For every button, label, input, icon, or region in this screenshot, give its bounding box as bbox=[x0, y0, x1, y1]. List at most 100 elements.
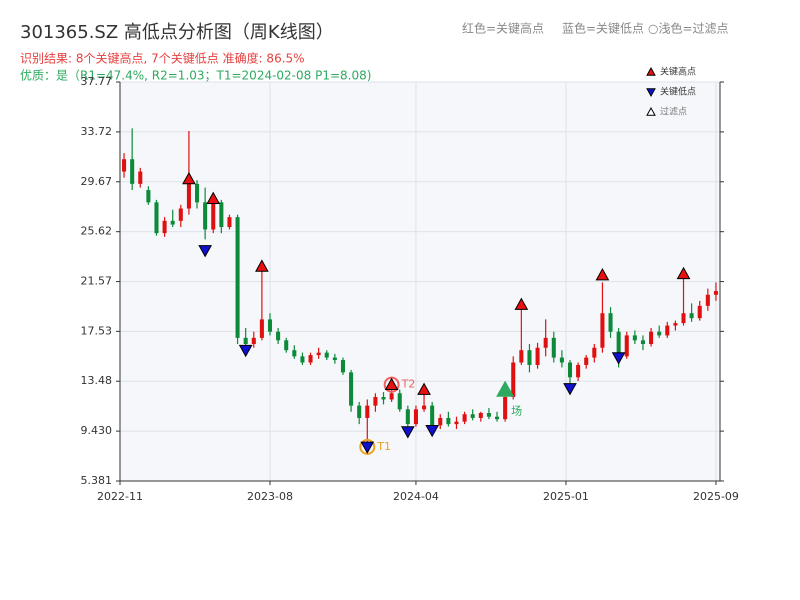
candle-body bbox=[284, 340, 289, 351]
legend-symbol bbox=[646, 88, 656, 98]
candle-body bbox=[349, 372, 354, 406]
candle-body bbox=[608, 313, 613, 332]
candle-body bbox=[454, 421, 459, 425]
candle-body bbox=[657, 331, 662, 336]
candle-body bbox=[251, 337, 256, 345]
candle-body bbox=[584, 357, 589, 365]
header-legend: 红色=关键高点 bbox=[462, 21, 544, 36]
candle-body bbox=[640, 340, 645, 345]
candle-body bbox=[705, 294, 710, 306]
marker bbox=[384, 377, 399, 390]
candle-body bbox=[178, 208, 183, 221]
candle-body bbox=[397, 393, 402, 410]
candle-body bbox=[373, 396, 378, 406]
candle-body bbox=[576, 364, 581, 378]
candle-body bbox=[316, 352, 321, 356]
marker bbox=[255, 259, 269, 272]
y-tick-label: 5.381 bbox=[81, 474, 113, 487]
marker bbox=[400, 426, 415, 439]
signal-label: 场 bbox=[511, 404, 522, 418]
chart-title: 301365.SZ 高低点分析图（周K线图） bbox=[20, 22, 334, 43]
note: 优质：是（R1=47.4%, R2=1.03；T1=2024-02-08 P1=… bbox=[20, 69, 371, 83]
candle-body bbox=[357, 405, 362, 418]
candle-body bbox=[697, 305, 702, 319]
candle-body bbox=[195, 183, 200, 203]
candle-body bbox=[649, 331, 654, 345]
candle-body bbox=[559, 357, 564, 363]
candle-body bbox=[267, 319, 273, 332]
candle-body bbox=[673, 323, 678, 326]
y-tick-label: 17.53 bbox=[81, 324, 113, 337]
candle-body bbox=[170, 220, 175, 225]
candle-body bbox=[600, 313, 605, 348]
candle-body bbox=[543, 337, 548, 348]
marker bbox=[182, 171, 196, 185]
candle-body bbox=[632, 335, 637, 341]
candle-body bbox=[162, 220, 167, 234]
x-tick-label: 2025-01 bbox=[543, 490, 589, 503]
candle-body bbox=[511, 362, 516, 397]
candle-body bbox=[154, 202, 159, 234]
x-tick-label: 2025-09 bbox=[693, 490, 739, 503]
candle-body bbox=[713, 291, 718, 295]
candle-body bbox=[551, 337, 556, 358]
candle-body bbox=[624, 335, 629, 357]
candle-body bbox=[324, 352, 329, 358]
candle-body bbox=[567, 362, 573, 378]
candle-body bbox=[332, 357, 337, 361]
candle-body bbox=[300, 356, 305, 363]
candle-body bbox=[689, 313, 694, 319]
marker bbox=[595, 268, 610, 281]
candle-body bbox=[616, 331, 621, 357]
candle-body bbox=[276, 331, 281, 341]
marker bbox=[360, 441, 375, 454]
candle-body bbox=[527, 350, 532, 365]
marker bbox=[238, 344, 253, 358]
marker bbox=[206, 191, 221, 204]
candle-body bbox=[495, 416, 500, 420]
candle-body bbox=[235, 217, 240, 338]
candle-body bbox=[122, 159, 127, 172]
candle-body bbox=[486, 413, 491, 417]
marker bbox=[611, 352, 626, 365]
y-tick-label: 21.57 bbox=[81, 275, 113, 288]
legend-label: 过滤点 bbox=[660, 106, 687, 118]
marker bbox=[198, 245, 212, 258]
candle-body bbox=[292, 350, 297, 357]
y-tick-label: 37.77 bbox=[81, 75, 113, 88]
marker bbox=[563, 383, 577, 396]
annotation-label: T1 bbox=[376, 440, 391, 453]
candle-body bbox=[381, 396, 386, 400]
y-tick-label: 29.67 bbox=[81, 175, 113, 188]
y-tick-label: 25.62 bbox=[81, 225, 113, 238]
candle-body bbox=[219, 202, 224, 227]
candle-body bbox=[478, 413, 483, 418]
candle-body bbox=[203, 202, 208, 230]
y-tick-label: 13.48 bbox=[81, 374, 113, 387]
annotation-label: T2 bbox=[401, 378, 416, 391]
candle-body bbox=[365, 405, 370, 418]
candle-body bbox=[470, 414, 475, 418]
y-tick-label: 33.72 bbox=[81, 125, 113, 138]
legend-symbol bbox=[646, 66, 656, 76]
candle-body bbox=[308, 355, 313, 363]
legend-label: 关键高点 bbox=[660, 66, 696, 78]
x-tick-label: 2022-11 bbox=[97, 490, 143, 503]
candle-body bbox=[592, 347, 597, 358]
candle-body bbox=[681, 313, 686, 324]
candle-body bbox=[259, 319, 264, 338]
header-legend: 蓝色=关键低点 bbox=[562, 22, 644, 36]
candle-body bbox=[130, 159, 135, 184]
x-tick-label: 2024-04 bbox=[393, 490, 439, 503]
marker bbox=[425, 424, 440, 438]
x-tick-label: 2023-08 bbox=[247, 490, 293, 503]
marker bbox=[676, 266, 691, 280]
candle-body bbox=[503, 396, 508, 420]
y-tick-label: 9.430 bbox=[81, 424, 113, 437]
candle-body bbox=[535, 347, 540, 365]
legend-label: 关键低点 bbox=[660, 86, 696, 98]
legend-symbol bbox=[646, 106, 656, 116]
candle-body bbox=[422, 405, 427, 410]
